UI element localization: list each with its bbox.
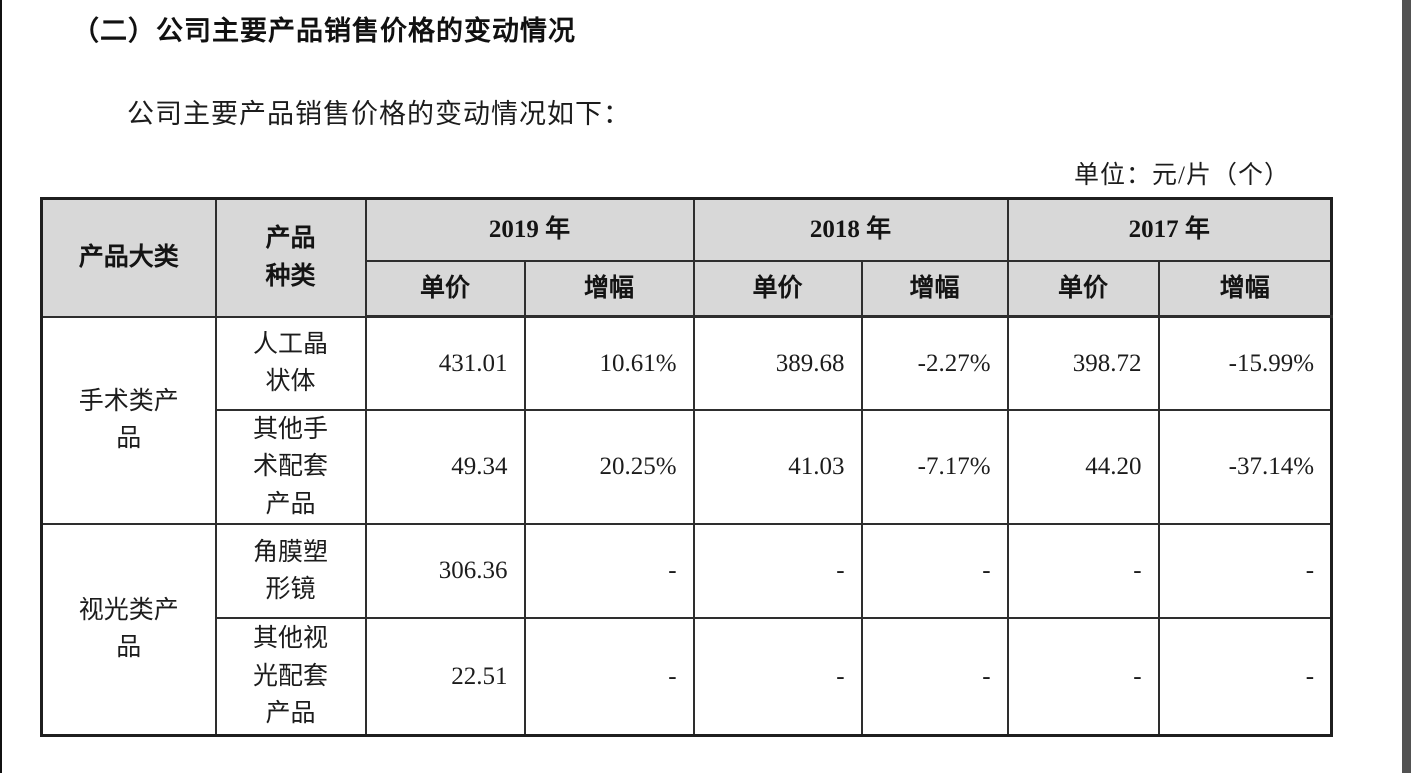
cell-2018-price: - bbox=[692, 617, 863, 736]
cell-2018-price: 41.03 bbox=[692, 408, 863, 525]
header-2019-change: 增幅 bbox=[523, 259, 695, 318]
price-change-table: 产品大类 产品 种类 2019 年 2018 年 2017 年 单价 增幅 单价… bbox=[40, 197, 1334, 737]
header-2018-unit-price: 单价 bbox=[692, 259, 863, 318]
unit-label: 单位：元/片（个） bbox=[1074, 162, 1290, 189]
product-type-iol: 人工晶 状体 bbox=[214, 315, 367, 411]
cell-2019-change: 20.25% bbox=[523, 408, 695, 525]
cell-2018-change: - bbox=[860, 617, 1009, 736]
cell-2017-price: - bbox=[1006, 523, 1160, 619]
cell-2017-change: -15.99% bbox=[1157, 315, 1333, 411]
cell-2019-change: 10.61% bbox=[523, 315, 695, 411]
product-type-ortho-k: 角膜塑 形镜 bbox=[214, 523, 367, 619]
cell-2017-change: - bbox=[1157, 523, 1333, 619]
cell-2017-change: - bbox=[1157, 617, 1333, 736]
intro-text: 公司主要产品销售价格的变动情况如下： bbox=[127, 99, 631, 129]
cell-2019-change: - bbox=[523, 523, 695, 619]
cell-2017-price: 398.72 bbox=[1006, 315, 1160, 411]
header-2019-unit-price: 单价 bbox=[364, 259, 526, 318]
header-2017-change: 增幅 bbox=[1157, 259, 1333, 318]
cell-2019-price: 431.01 bbox=[364, 315, 526, 411]
table-row: 其他视 光配套 产品 22.51 - - - - - bbox=[42, 617, 1333, 736]
cell-2018-price: - bbox=[692, 523, 863, 619]
cell-2018-change: -2.27% bbox=[860, 315, 1009, 411]
cell-2018-change: -7.17% bbox=[860, 408, 1009, 525]
cell-2017-price: - bbox=[1006, 617, 1160, 736]
cell-2017-price: 44.20 bbox=[1006, 408, 1160, 525]
header-year-2018: 2018 年 bbox=[692, 197, 1009, 262]
cell-2019-price: 306.36 bbox=[364, 523, 526, 619]
cell-2019-change: - bbox=[523, 617, 695, 736]
page-edge-left bbox=[0, 0, 2, 773]
cell-2019-price: 49.34 bbox=[364, 408, 526, 525]
cell-2018-price: 389.68 bbox=[692, 315, 863, 411]
header-2017-unit-price: 单价 bbox=[1006, 259, 1160, 318]
header-year-2019: 2019 年 bbox=[364, 197, 695, 262]
category-surgical: 手术类产 品 bbox=[40, 315, 217, 525]
section-heading: （二）公司主要产品销售价格的变动情况 bbox=[72, 16, 576, 47]
product-type-other-optometry: 其他视 光配套 产品 bbox=[214, 617, 367, 736]
header-product-category: 产品大类 bbox=[40, 197, 217, 318]
header-2018-change: 增幅 bbox=[860, 259, 1009, 318]
category-optometry: 视光类产 品 bbox=[40, 523, 217, 736]
header-product-type: 产品 种类 bbox=[214, 197, 367, 318]
header-year-2017: 2017 年 bbox=[1006, 197, 1333, 262]
product-type-other-surgical: 其他手 术配套 产品 bbox=[214, 408, 367, 525]
table-row: 其他手 术配套 产品 49.34 20.25% 41.03 -7.17% 44.… bbox=[42, 408, 1333, 525]
cell-2018-change: - bbox=[860, 523, 1009, 619]
table-row: 视光类产 品 角膜塑 形镜 306.36 - - - - - bbox=[40, 523, 1333, 736]
cell-2017-change: -37.14% bbox=[1157, 408, 1333, 525]
table-row: 手术类产 品 人工晶 状体 431.01 10.61% 389.68 -2.27… bbox=[40, 315, 1333, 525]
cell-2019-price: 22.51 bbox=[364, 617, 526, 736]
page-edge-bar bbox=[1402, 0, 1411, 773]
